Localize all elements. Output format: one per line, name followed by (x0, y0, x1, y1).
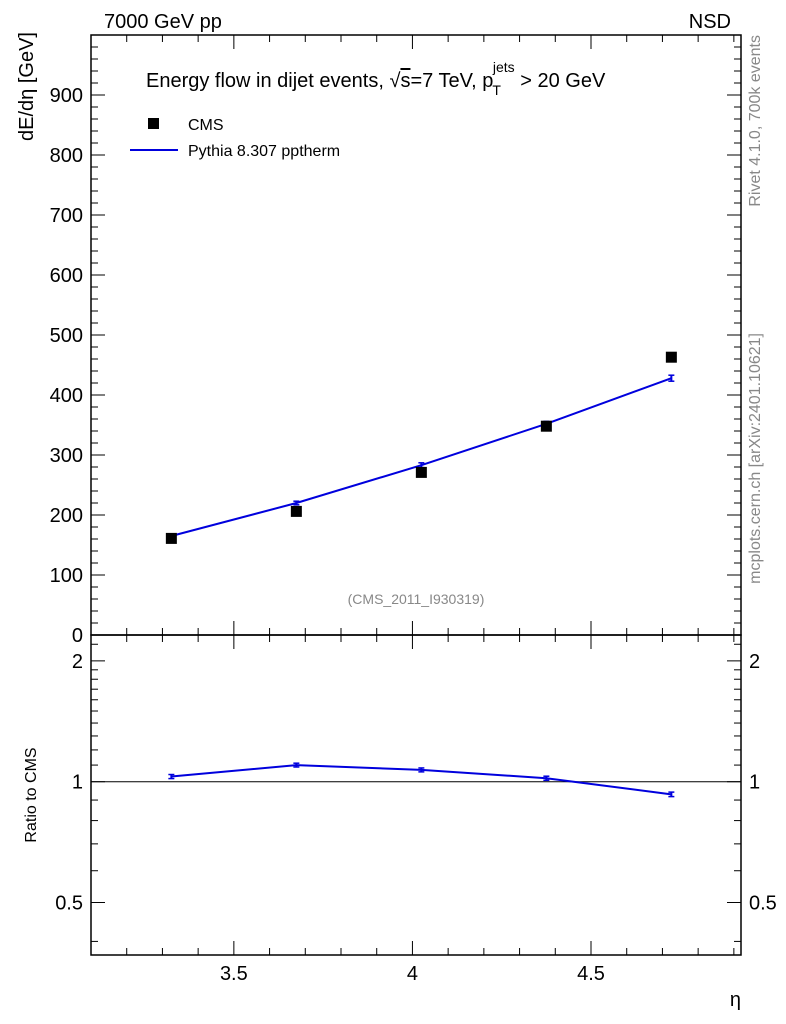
cms-data-point (665, 351, 677, 363)
ratio-y-tick-label-right: 1 (749, 772, 760, 794)
x-tick-label: 4 (407, 963, 418, 985)
ratio-y-tick-label: 0.5 (55, 893, 83, 915)
main-y-tick-label: 800 (50, 145, 83, 167)
x-axis-label: η (730, 989, 741, 1011)
x-tick-label: 4.5 (577, 963, 605, 985)
main-series (165, 351, 677, 544)
title-sqrt-arg: s (400, 70, 410, 92)
title-suffix: > 20 GeV (515, 70, 606, 92)
legend: CMS Pythia 8.307 pptherm (130, 117, 340, 160)
main-y-tick-label: 200 (50, 505, 83, 527)
cms-data-point (540, 420, 552, 432)
main-y-tick-label: 300 (50, 445, 83, 467)
ratio-panel: 3.5 4 4.5 0.5 0.5 1 1 2 2 (55, 634, 777, 985)
pythia-line (171, 377, 672, 537)
legend-cms-label: CMS (188, 117, 224, 134)
cms-data-point (165, 532, 177, 544)
ratio-y-tick-label-right: 0.5 (749, 893, 777, 915)
legend-cms-marker (148, 118, 159, 129)
cms-data-point (290, 505, 302, 517)
main-panel: 0 100 200 300 400 500 600 700 800 900 (50, 34, 742, 647)
header-right-label: NSD (689, 11, 731, 33)
cms-data-point (415, 466, 427, 478)
main-y-tick-label: 400 (50, 385, 83, 407)
title-sqrt-sign: √ (389, 70, 400, 92)
main-y-axis-label: dE/dη [GeV] (16, 32, 38, 141)
analysis-id: (CMS_2011_I930319) (348, 591, 485, 607)
ratio-ticks: 3.5 4 4.5 0.5 0.5 1 1 2 2 (55, 635, 777, 985)
x-tick-label: 3.5 (220, 963, 248, 985)
ratio-y-tick-label: 2 (72, 651, 83, 673)
main-y-tick-label: 600 (50, 265, 83, 287)
title-mid: =7 TeV, p (410, 70, 493, 92)
header-left-label: 7000 GeV pp (104, 11, 222, 33)
mcplots-label: mcplots.cern.ch [arXiv:2401.10621] (747, 333, 764, 584)
main-y-tick-label: 0 (72, 625, 83, 647)
rivet-label: Rivet 4.1.0, 700k events (747, 35, 764, 207)
ratio-y-axis-label: Ratio to CMS (23, 747, 40, 842)
main-y-tick-label: 100 (50, 565, 83, 587)
title-sup: jets (492, 59, 515, 75)
main-y-tick-label: 500 (50, 325, 83, 347)
chart-title: Energy flow in dijet events, √s=7 TeV, p… (146, 59, 606, 98)
main-ticks: 0 100 200 300 400 500 600 700 800 900 (50, 35, 741, 647)
main-y-tick-label: 700 (50, 205, 83, 227)
ratio-y-tick-label-right: 2 (749, 651, 760, 673)
ratio-y-tick-label: 1 (72, 772, 83, 794)
ratio-series (91, 762, 741, 798)
title-prefix: Energy flow in dijet events, (146, 70, 389, 92)
main-y-tick-label: 900 (50, 85, 83, 107)
ratio-frame (90, 634, 742, 956)
title-sub: T (492, 82, 501, 98)
legend-pythia-label: Pythia 8.307 pptherm (188, 143, 340, 160)
